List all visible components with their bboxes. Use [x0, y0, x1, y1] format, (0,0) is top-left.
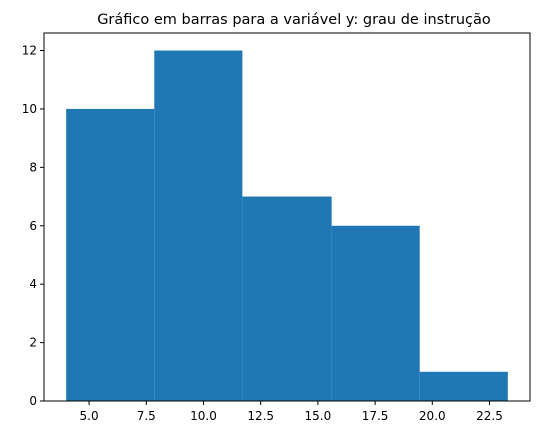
y-axis-ticks: 0 2 4 6 8 10 12: [22, 44, 44, 408]
bar-3: [331, 225, 420, 401]
bars-group: [66, 50, 508, 402]
y-tick-label: 12: [22, 44, 37, 58]
y-tick-label: 2: [29, 336, 37, 350]
chart-title: Gráfico em barras para a variável y: gra…: [97, 12, 491, 28]
x-tick-label: 20.0: [419, 409, 446, 423]
x-tick-label: 22.5: [476, 409, 503, 423]
bar-4: [419, 371, 508, 401]
bar-2: [242, 196, 332, 401]
y-tick-label: 10: [22, 102, 37, 116]
y-tick-label: 0: [29, 394, 37, 408]
x-tick-label: 5.0: [80, 409, 99, 423]
bar-0: [66, 108, 155, 401]
plot-frame: [43, 32, 531, 402]
x-tick-label: 10.0: [190, 409, 217, 423]
x-tick-label: 17.5: [362, 409, 389, 423]
x-tick-label: 15.0: [305, 409, 332, 423]
y-tick-label: 6: [29, 219, 37, 233]
y-tick-label: 8: [29, 160, 37, 174]
x-tick-label: 7.5: [137, 409, 156, 423]
x-tick-label: 12.5: [247, 409, 274, 423]
x-axis-ticks: 5.0 7.5 10.0 12.5 15.0 17.5 20.0 22.5: [80, 401, 503, 423]
bar-1: [154, 50, 243, 402]
y-tick-label: 4: [29, 277, 37, 291]
